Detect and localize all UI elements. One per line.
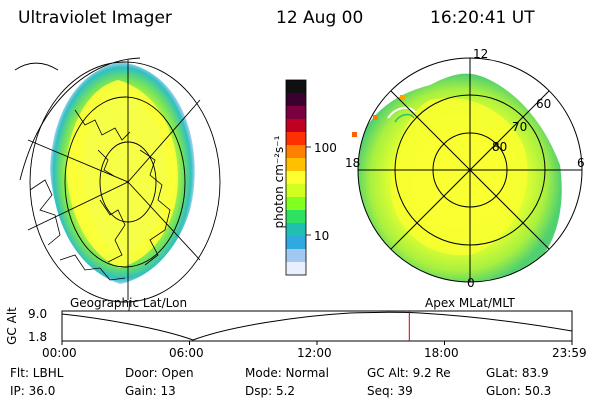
mlat-label-60: 60 <box>536 97 552 111</box>
colorbar-segment <box>286 106 306 120</box>
colorbar-segment <box>286 80 306 94</box>
time-tick-0000: 00:00 <box>42 346 77 360</box>
time-tick-2359: 23:59 <box>552 346 587 360</box>
altitude-strip-plot <box>61 310 573 345</box>
colorbar-segment <box>286 93 306 107</box>
mlt-label-18: 18 <box>345 156 361 170</box>
info-ip: IP: 36.0 <box>10 384 56 398</box>
colorbar-segment <box>286 249 306 263</box>
altitude-ytick-bottom: 1.8 <box>28 330 48 344</box>
info-dsp: Dsp: 5.2 <box>245 384 296 398</box>
time-tick-1800: 18:00 <box>424 346 459 360</box>
altitude-curve <box>61 311 573 341</box>
info-filter: Flt: LBHL <box>10 366 64 380</box>
info-gc-alt: GC Alt: 9.2 Re <box>367 366 451 380</box>
colorbar-segment <box>286 210 306 224</box>
colorbar-segment <box>286 184 306 198</box>
colorbar-segment <box>286 158 306 172</box>
colorbar-segment <box>286 171 306 185</box>
colorbar-tick-10: 10 <box>314 229 330 243</box>
altitude-ylabel: GC Alt <box>5 307 19 345</box>
date-label: 12 Aug 00 <box>276 8 364 28</box>
colorbar-tick-100: 100 <box>314 141 337 155</box>
mlat-label-80: 80 <box>492 140 508 154</box>
time-tick-1200: 12:00 <box>297 346 332 360</box>
polar-image <box>352 57 583 283</box>
altitude-ytick-top: 9.0 <box>28 307 48 321</box>
info-mode: Mode: Normal <box>245 366 329 380</box>
info-glon: GLon: 50.3 <box>486 384 552 398</box>
colorbar-segment <box>286 132 306 146</box>
geographic-image <box>14 57 221 321</box>
colorbar-segment <box>286 145 306 159</box>
colorbar-segment <box>286 262 306 276</box>
colorbar-segment <box>286 236 306 250</box>
colorbar-segment <box>286 223 306 237</box>
mlt-label-0: 0 <box>467 276 475 290</box>
mlat-label-70: 70 <box>512 120 528 134</box>
colorbar-segment <box>286 119 306 133</box>
info-door: Door: Open <box>125 366 194 380</box>
colorbar-unit-label: photon cm⁻²s⁻¹ <box>272 135 286 229</box>
time-tick-0600: 06:00 <box>169 346 204 360</box>
colorbar-segment <box>286 197 306 211</box>
right-panel-label: Apex MLat/MLT <box>425 296 515 310</box>
colorbar <box>285 79 311 276</box>
mlt-label-6: 6 <box>577 156 585 170</box>
time-label: 16:20:41 UT <box>430 8 535 28</box>
info-glat: GLat: 83.9 <box>486 366 549 380</box>
info-seq: Seq: 39 <box>367 384 413 398</box>
instrument-title: Ultraviolet Imager <box>18 8 172 28</box>
mlt-label-12: 12 <box>473 47 489 61</box>
left-panel-label: Geographic Lat/Lon <box>70 296 188 310</box>
info-gain: Gain: 13 <box>125 384 176 398</box>
